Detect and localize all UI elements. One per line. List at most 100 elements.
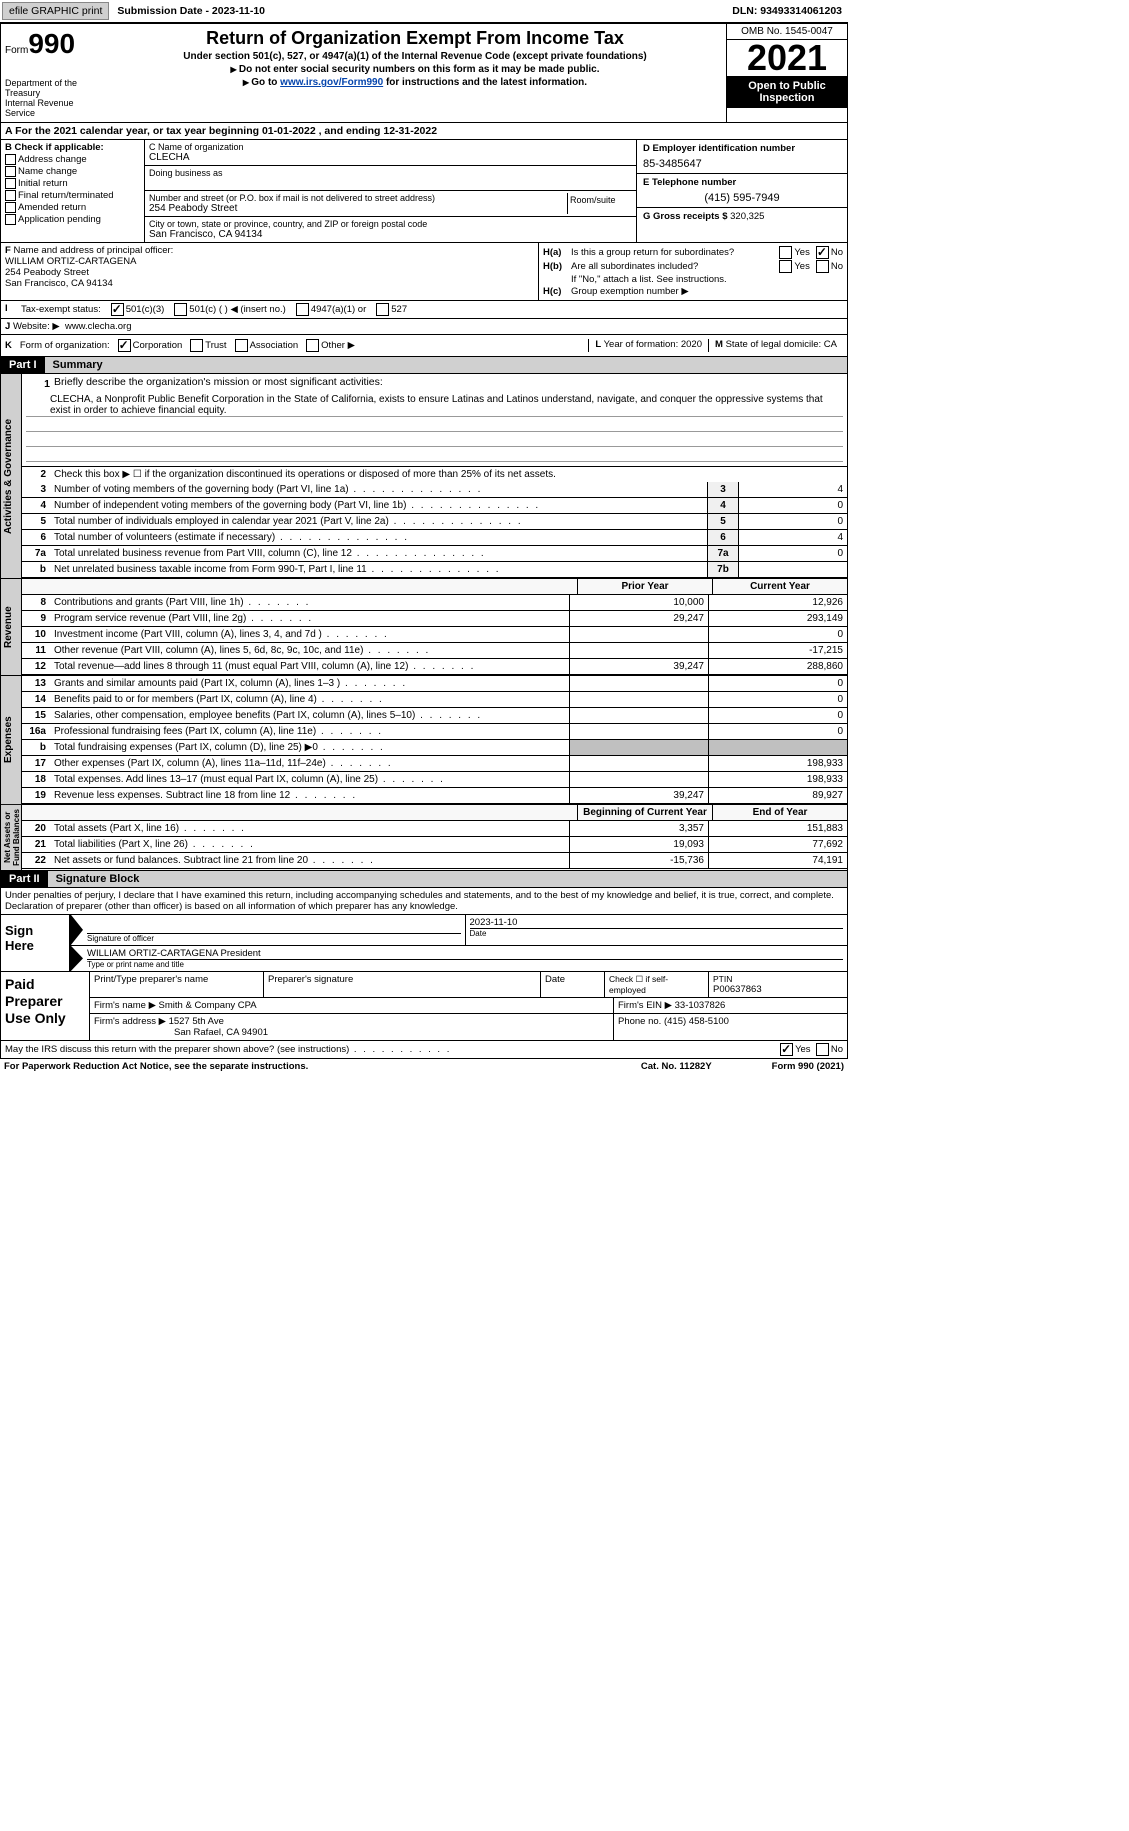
part1-expenses: Expenses 13Grants and similar amounts pa…: [0, 676, 848, 805]
firm-name: Smith & Company CPA: [159, 1000, 257, 1011]
officer-name: WILLIAM ORTIZ-CARTAGENA: [5, 256, 534, 267]
col-d: D Employer identification number85-34856…: [636, 140, 847, 242]
data-row: 11Other revenue (Part VIII, column (A), …: [22, 643, 847, 659]
subtitle-1: Under section 501(c), 527, or 4947(a)(1)…: [108, 51, 722, 62]
state-domicile: State of legal domicile: CA: [726, 339, 837, 350]
checkbox-hb-yes[interactable]: [779, 260, 792, 273]
data-row: 21Total liabilities (Part X, line 26)19,…: [22, 837, 847, 853]
room-suite-label: Room/suite: [568, 193, 632, 214]
vtab-activities: Activities & Governance: [1, 374, 22, 578]
city-state-zip: San Francisco, CA 94134: [149, 229, 632, 240]
vtab-netassets: Net Assets or Fund Balances: [1, 805, 22, 870]
checkbox-527[interactable]: [376, 303, 389, 316]
paid-preparer: Paid Preparer Use Only Print/Type prepar…: [0, 972, 848, 1041]
irs-link[interactable]: www.irs.gov/Form990: [280, 77, 383, 88]
checkbox-hb-no[interactable]: [816, 260, 829, 273]
ptin: P00637863: [713, 984, 843, 995]
mission-text: CLECHA, a Nonprofit Public Benefit Corpo…: [26, 394, 843, 417]
data-row: 17Other expenses (Part IX, column (A), l…: [22, 756, 847, 772]
year-formation: Year of formation: 2020: [604, 339, 702, 350]
firm-phone: (415) 458-5100: [664, 1016, 729, 1027]
subtitle-3: Go to www.irs.gov/Form990 for instructio…: [108, 77, 722, 88]
summary-row: 6Total number of volunteers (estimate if…: [22, 530, 847, 546]
ein: 85-3485647: [643, 158, 841, 170]
section-k: K Form of organization: Corporation Trus…: [0, 335, 848, 357]
officer-city: San Francisco, CA 94134: [5, 278, 534, 289]
checkbox-app-pending[interactable]: [5, 214, 16, 225]
data-row: 13Grants and similar amounts paid (Part …: [22, 676, 847, 692]
sig-arrow-icon: [71, 915, 83, 945]
data-row: 10Investment income (Part VIII, column (…: [22, 627, 847, 643]
checkbox-corp[interactable]: [118, 339, 131, 352]
form-header: Form990 Department of the Treasury Inter…: [0, 23, 848, 123]
officer-name-title: WILLIAM ORTIZ-CARTAGENA President: [87, 948, 843, 959]
sign-here-label: Sign Here: [1, 915, 69, 971]
section-j: J Website: ▶ www.clecha.org: [0, 319, 848, 335]
summary-row: 7aTotal unrelated business revenue from …: [22, 546, 847, 562]
subtitle-2: Do not enter social security numbers on …: [108, 64, 722, 75]
checkbox-501c[interactable]: [174, 303, 187, 316]
sig-arrow-icon: [71, 946, 83, 971]
checkbox-trust[interactable]: [190, 339, 203, 352]
checkbox-initial-return[interactable]: [5, 178, 16, 189]
checkbox-amended[interactable]: [5, 202, 16, 213]
checkbox-address-change[interactable]: [5, 154, 16, 165]
firm-ein: 33-1037826: [675, 1000, 726, 1011]
submission-date: Submission Date - 2023-11-10: [111, 3, 271, 19]
form-prefix: Form: [5, 45, 28, 56]
data-row: 14Benefits paid to or for members (Part …: [22, 692, 847, 708]
data-row: 16aProfessional fundraising fees (Part I…: [22, 724, 847, 740]
part1-netassets: Net Assets or Fund Balances Beginning of…: [0, 805, 848, 871]
signature-block: Under penalties of perjury, I declare th…: [0, 888, 848, 972]
data-row: 20Total assets (Part X, line 16)3,357151…: [22, 821, 847, 837]
section-bc: B Check if applicable: Address change Na…: [0, 140, 848, 243]
paid-preparer-label: Paid Preparer Use Only: [1, 972, 89, 1040]
checkbox-assoc[interactable]: [235, 339, 248, 352]
telephone: (415) 595-7949: [643, 192, 841, 204]
street-address: 254 Peabody Street: [149, 203, 567, 214]
checkbox-ha-no[interactable]: [816, 246, 829, 259]
checkbox-ha-yes[interactable]: [779, 246, 792, 259]
perjury-declaration: Under penalties of perjury, I declare th…: [1, 888, 847, 914]
form-ref: Form 990 (2021): [772, 1061, 844, 1072]
efile-print-button[interactable]: efile GRAPHIC print: [2, 2, 109, 20]
open-to-public: Open to Public Inspection: [727, 76, 847, 108]
tax-year: 2021: [727, 40, 847, 76]
section-fh: F Name and address of principal officer:…: [0, 243, 848, 301]
checkbox-other[interactable]: [306, 339, 319, 352]
summary-row: 5Total number of individuals employed in…: [22, 514, 847, 530]
data-row: bTotal fundraising expenses (Part IX, co…: [22, 740, 847, 756]
sig-date: 2023-11-10: [470, 917, 844, 928]
checkbox-4947[interactable]: [296, 303, 309, 316]
form-number: 990: [28, 28, 75, 59]
col-c: C Name of organizationCLECHA Doing busin…: [144, 140, 636, 242]
footer-discuss: May the IRS discuss this return with the…: [0, 1041, 848, 1059]
website: www.clecha.org: [65, 321, 132, 332]
part1-revenue: Revenue Prior YearCurrent Year 8Contribu…: [0, 579, 848, 676]
dba: [149, 178, 632, 188]
form-title: Return of Organization Exempt From Incom…: [108, 28, 722, 49]
checkbox-final-return[interactable]: [5, 190, 16, 201]
row-a: A For the 2021 calendar year, or tax yea…: [0, 123, 848, 140]
gross-receipts: 320,325: [730, 211, 764, 222]
data-row: 19Revenue less expenses. Subtract line 1…: [22, 788, 847, 804]
section-i: I Tax-exempt status: 501(c)(3) 501(c) ( …: [0, 301, 848, 319]
summary-row: bNet unrelated business taxable income f…: [22, 562, 847, 578]
data-row: 22Net assets or fund balances. Subtract …: [22, 853, 847, 869]
part1-header: Part I Summary: [0, 357, 848, 374]
checkbox-name-change[interactable]: [5, 166, 16, 177]
summary-row: 3Number of voting members of the governi…: [22, 482, 847, 498]
cat-no: Cat. No. 11282Y: [641, 1061, 712, 1072]
org-name: CLECHA: [149, 152, 632, 163]
part1-activities: Activities & Governance 1Briefly describ…: [0, 374, 848, 579]
checkbox-501c3[interactable]: [111, 303, 124, 316]
dln: DLN: 93493314061203: [726, 3, 848, 19]
dept-treasury: Department of the Treasury Internal Reve…: [5, 78, 100, 118]
checkbox-discuss-no[interactable]: [816, 1043, 829, 1056]
checkbox-discuss-yes[interactable]: [780, 1043, 793, 1056]
header-bar: efile GRAPHIC print Submission Date - 20…: [0, 0, 848, 23]
vtab-revenue: Revenue: [1, 579, 22, 675]
officer-addr: 254 Peabody Street: [5, 267, 534, 278]
data-row: 8Contributions and grants (Part VIII, li…: [22, 595, 847, 611]
col-b: B Check if applicable: Address change Na…: [1, 140, 144, 242]
